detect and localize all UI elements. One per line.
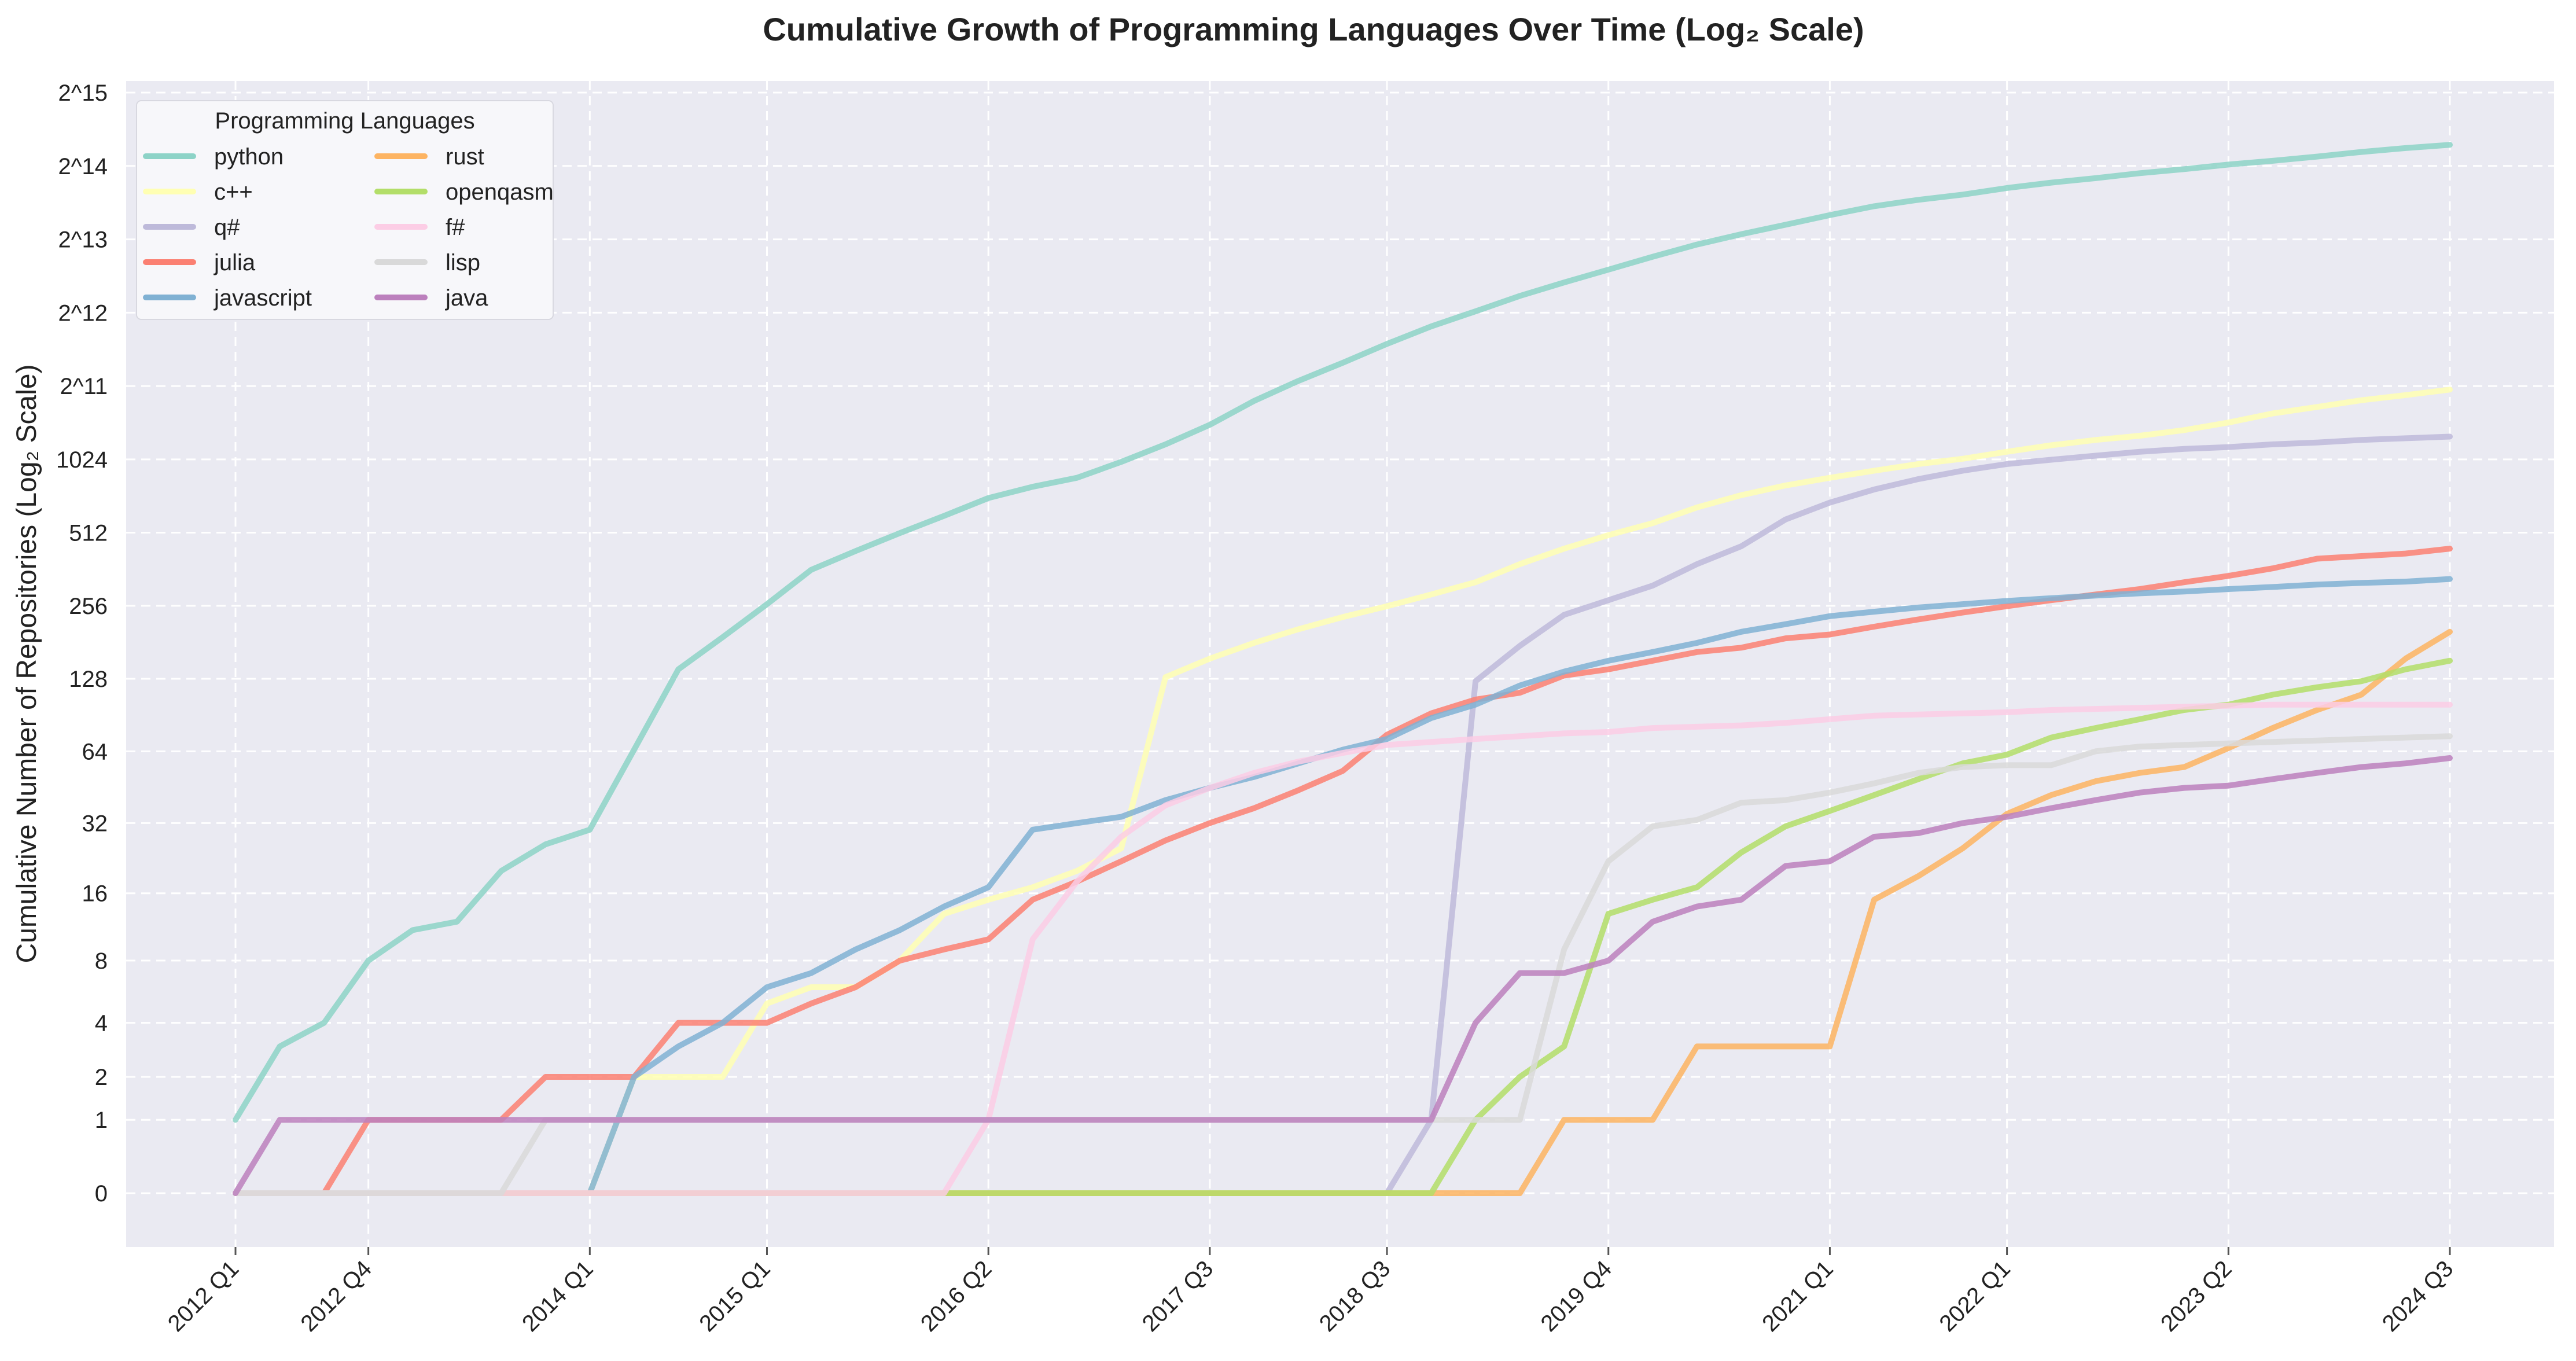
y-tick-label: 2	[95, 1065, 108, 1090]
y-tick-label: 1	[95, 1108, 108, 1133]
y-tick-label: 32	[82, 811, 108, 836]
y-tick-label: 128	[69, 667, 108, 692]
series-line-python	[233, 142, 2453, 1123]
y-tick-label: 2^11	[60, 374, 108, 399]
y-tick-labels: 0 1 2 4 8 16 32 64 128 256 512 1024 2^11 2^12 2^13 2^14…	[56, 80, 108, 1206]
y-tick-label: 512	[69, 520, 108, 546]
legend-label-lisp: lisp	[446, 250, 480, 275]
series-lines	[233, 142, 2453, 1196]
y-tick-label: 2^13	[58, 227, 108, 253]
y-tick-label: 2^15	[58, 80, 108, 106]
y-tick-label: 256	[69, 594, 108, 619]
legend-label-javascript: javascript	[214, 285, 312, 311]
y-tick-label: 16	[82, 881, 108, 907]
series-line-javascript	[233, 576, 2453, 1196]
legend-label-python: python	[214, 144, 284, 170]
series-line-f#	[233, 701, 2453, 1196]
y-tick-label: 8	[95, 948, 108, 974]
chart-title: Cumulative Growth of Programming Languag…	[763, 11, 1864, 47]
legend-label-rust: rust	[446, 144, 484, 170]
legend: Programming Languages python c++ q# julia ja…	[136, 100, 554, 320]
y-tick-label: 2^14	[58, 154, 108, 179]
legend-label-openqasm: openqasm	[446, 179, 554, 205]
legend-box	[136, 100, 554, 320]
x-gridlines	[234, 81, 2451, 1255]
legend-title: Programming Languages	[215, 108, 474, 134]
y-tick-label: 2^12	[58, 300, 108, 326]
y-tick-label: 0	[95, 1181, 108, 1206]
legend-label-c++: c++	[214, 179, 253, 205]
y-gridlines	[126, 91, 2554, 1194]
y-tick-label: 4	[95, 1011, 108, 1036]
y-tick-label: 1024	[56, 447, 108, 473]
legend-label-f#: f#	[446, 215, 465, 240]
legend-label-julia: julia	[214, 250, 256, 275]
legend-items: python c++ q# julia javascript rust openqasm f#…	[143, 144, 554, 311]
legend-label-java: java	[445, 285, 488, 311]
series-line-java	[233, 755, 2453, 1196]
y-tick-label: 64	[82, 739, 108, 764]
legend-label-q#: q#	[214, 215, 240, 240]
y-axis-label: Cumulative Number of Repositories (Log₂ …	[12, 364, 42, 963]
